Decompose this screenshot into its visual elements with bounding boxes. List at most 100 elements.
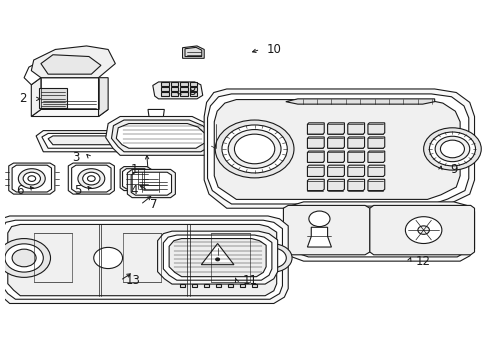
Polygon shape — [368, 123, 385, 134]
Polygon shape — [208, 94, 469, 204]
Bar — [192, 284, 197, 287]
Polygon shape — [9, 163, 55, 194]
Polygon shape — [2, 220, 282, 299]
Circle shape — [309, 211, 330, 226]
Polygon shape — [288, 206, 470, 257]
Bar — [204, 284, 209, 287]
Polygon shape — [163, 235, 272, 280]
Circle shape — [183, 247, 211, 269]
Polygon shape — [148, 109, 164, 117]
Polygon shape — [31, 78, 41, 117]
Polygon shape — [68, 163, 114, 194]
Polygon shape — [328, 165, 344, 176]
Polygon shape — [368, 137, 385, 148]
Circle shape — [216, 258, 220, 261]
Polygon shape — [12, 165, 51, 192]
Polygon shape — [348, 123, 365, 134]
Polygon shape — [8, 224, 277, 296]
Text: 8: 8 — [189, 85, 196, 98]
Polygon shape — [158, 231, 278, 284]
Text: 1: 1 — [131, 163, 138, 176]
Polygon shape — [307, 165, 324, 176]
Polygon shape — [42, 134, 124, 148]
Bar — [252, 284, 257, 287]
Polygon shape — [118, 131, 127, 148]
Polygon shape — [169, 239, 266, 277]
Circle shape — [18, 169, 45, 189]
Text: 3: 3 — [73, 150, 80, 163]
Circle shape — [215, 120, 294, 178]
Polygon shape — [328, 123, 344, 134]
Bar — [228, 284, 233, 287]
Circle shape — [23, 172, 41, 185]
Polygon shape — [122, 169, 148, 189]
Polygon shape — [348, 179, 365, 190]
Bar — [161, 82, 169, 86]
Polygon shape — [328, 179, 344, 190]
Polygon shape — [307, 123, 324, 134]
Polygon shape — [72, 165, 111, 192]
Polygon shape — [24, 58, 98, 85]
Polygon shape — [39, 88, 67, 108]
Polygon shape — [286, 99, 435, 104]
Circle shape — [94, 247, 122, 269]
Circle shape — [429, 132, 475, 166]
Bar — [171, 82, 178, 86]
Circle shape — [435, 136, 470, 162]
Polygon shape — [112, 120, 211, 152]
Bar — [190, 82, 197, 86]
Text: 10: 10 — [267, 43, 281, 56]
Text: 5: 5 — [74, 184, 81, 197]
Polygon shape — [307, 179, 324, 190]
Polygon shape — [185, 48, 202, 57]
Polygon shape — [48, 136, 118, 145]
Circle shape — [254, 244, 292, 272]
Circle shape — [418, 226, 429, 234]
Polygon shape — [307, 137, 324, 148]
Text: 9: 9 — [450, 163, 458, 176]
Polygon shape — [214, 100, 460, 199]
Polygon shape — [36, 131, 127, 152]
Text: 13: 13 — [126, 274, 141, 287]
Polygon shape — [370, 206, 474, 255]
Text: 7: 7 — [150, 198, 157, 211]
Circle shape — [0, 239, 50, 277]
Circle shape — [424, 128, 481, 170]
Circle shape — [28, 176, 36, 181]
Bar — [180, 82, 188, 86]
Circle shape — [234, 134, 275, 164]
Polygon shape — [116, 123, 206, 148]
Circle shape — [78, 169, 105, 189]
Text: 6: 6 — [17, 184, 24, 197]
Polygon shape — [348, 165, 365, 176]
Bar — [190, 87, 197, 91]
Circle shape — [88, 176, 95, 181]
Circle shape — [12, 249, 36, 267]
Bar — [190, 92, 197, 96]
Polygon shape — [131, 172, 172, 195]
Bar — [216, 284, 221, 287]
Polygon shape — [201, 243, 234, 265]
Polygon shape — [183, 46, 204, 58]
Text: 11: 11 — [242, 274, 257, 287]
Polygon shape — [153, 82, 203, 99]
Circle shape — [83, 172, 100, 185]
Polygon shape — [368, 165, 385, 176]
Polygon shape — [98, 78, 108, 117]
Polygon shape — [348, 151, 365, 162]
Polygon shape — [127, 170, 175, 198]
Polygon shape — [283, 206, 370, 255]
Bar — [240, 284, 245, 287]
Circle shape — [441, 140, 465, 158]
Polygon shape — [282, 202, 474, 261]
Polygon shape — [41, 55, 101, 74]
Circle shape — [5, 244, 43, 272]
Text: 2: 2 — [20, 93, 27, 105]
Bar — [161, 92, 169, 96]
Text: 12: 12 — [415, 255, 430, 267]
Polygon shape — [31, 109, 108, 117]
Polygon shape — [368, 179, 385, 190]
Polygon shape — [0, 216, 288, 303]
Polygon shape — [328, 151, 344, 162]
Polygon shape — [328, 137, 344, 148]
